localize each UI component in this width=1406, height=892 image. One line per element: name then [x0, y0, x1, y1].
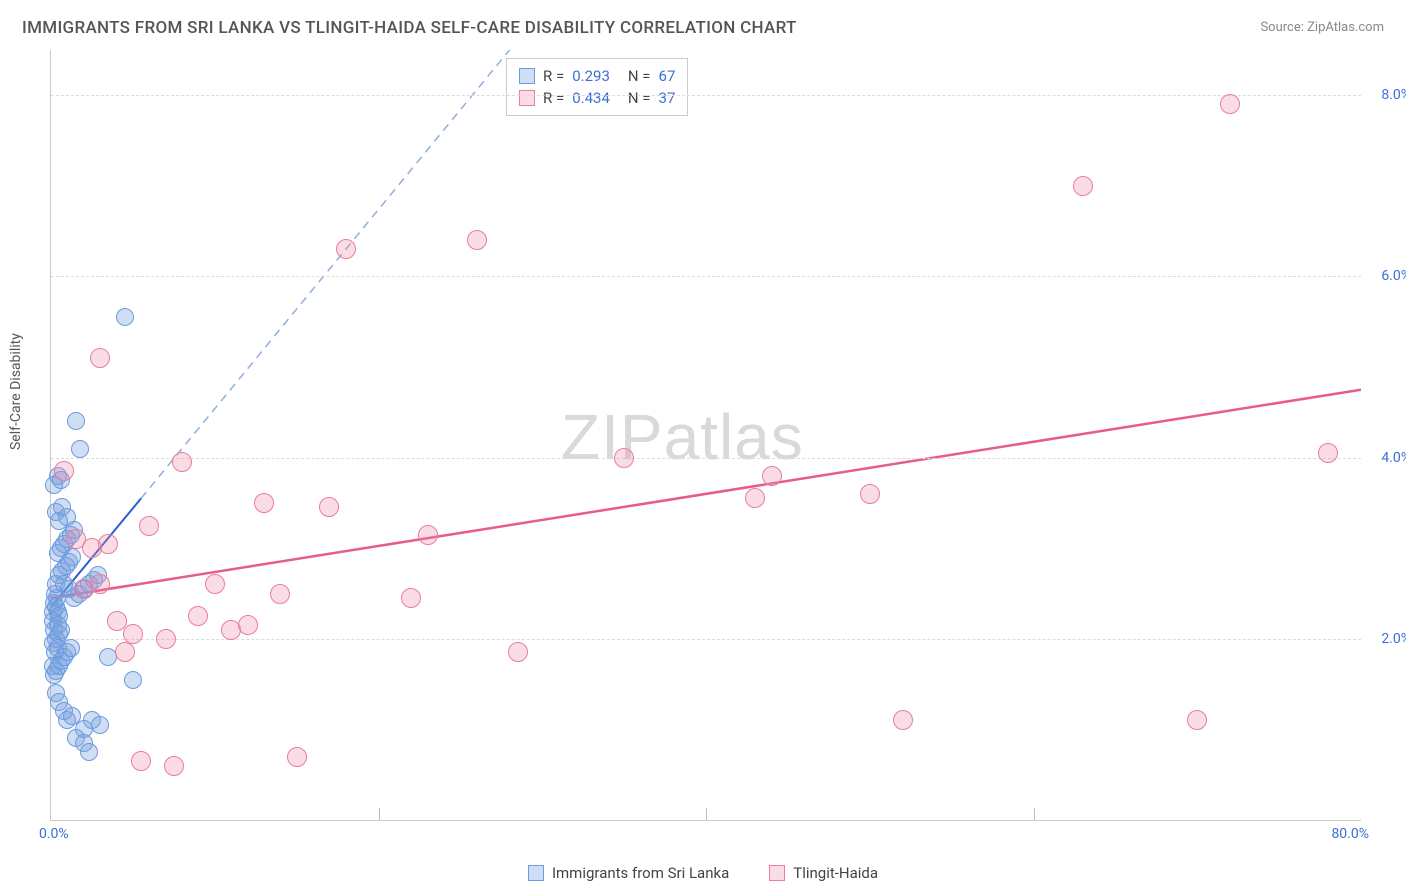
data-point	[319, 497, 339, 517]
correlation-legend-row: R = 0.293 N = 67	[519, 65, 675, 87]
legend-n-label: N =	[628, 89, 651, 107]
data-point	[164, 756, 184, 776]
legend-r-value: 0.434	[572, 89, 610, 107]
data-point	[123, 624, 143, 644]
data-point	[188, 606, 208, 626]
data-point	[71, 440, 89, 458]
legend-r-label: R =	[543, 89, 564, 107]
data-point	[508, 642, 528, 662]
data-point	[139, 516, 159, 536]
legend-item-sri-lanka: Immigrants from Sri Lanka	[528, 864, 729, 882]
data-point	[91, 716, 109, 734]
legend-swatch-icon	[519, 68, 535, 84]
data-point	[1073, 176, 1093, 196]
y-tick-label: 2.0%	[1366, 631, 1406, 647]
legend-n-value: 37	[659, 89, 676, 107]
data-point	[107, 611, 127, 631]
gridline-h	[51, 276, 1361, 277]
data-point	[54, 461, 74, 481]
data-point	[131, 751, 151, 771]
data-point	[80, 743, 98, 761]
gridline-v	[1034, 808, 1035, 820]
gridline-v	[706, 808, 707, 820]
trend-lines-layer	[51, 50, 1361, 820]
data-point	[1220, 94, 1240, 114]
y-tick-label: 6.0%	[1366, 268, 1406, 284]
data-point	[58, 508, 76, 526]
data-point	[90, 348, 110, 368]
source-value: ZipAtlas.com	[1307, 20, 1384, 35]
watermark-light: atlas	[664, 401, 804, 473]
data-point	[270, 584, 290, 604]
data-point	[238, 615, 258, 635]
correlation-legend: R = 0.293 N = 67 R = 0.434 N = 37	[506, 58, 688, 116]
gridline-h	[51, 639, 1361, 640]
legend-n-value: 67	[659, 67, 676, 85]
watermark: ZIPatlas	[561, 400, 804, 474]
data-point	[745, 488, 765, 508]
data-point	[90, 574, 110, 594]
legend-label: Immigrants from Sri Lanka	[552, 864, 729, 882]
data-point	[418, 525, 438, 545]
legend-swatch-icon	[528, 865, 544, 881]
data-point	[62, 639, 80, 657]
legend-label: Tlingit-Haida	[793, 864, 878, 882]
y-tick-label: 8.0%	[1366, 87, 1406, 103]
x-tick-min: 0.0%	[39, 826, 69, 842]
chart-title: IMMIGRANTS FROM SRI LANKA VS TLINGIT-HAI…	[22, 18, 797, 38]
data-point	[614, 448, 634, 468]
gridline-h	[51, 458, 1361, 459]
legend-n-label: N =	[628, 67, 651, 85]
data-point	[98, 534, 118, 554]
data-point	[116, 308, 134, 326]
series-legend: Immigrants from Sri Lanka Tlingit-Haida	[0, 864, 1406, 882]
data-point	[67, 412, 85, 430]
y-tick-label: 4.0%	[1366, 450, 1406, 466]
correlation-legend-row: R = 0.434 N = 37	[519, 87, 675, 109]
data-point	[401, 588, 421, 608]
data-point	[156, 629, 176, 649]
data-point	[205, 574, 225, 594]
legend-swatch-icon	[519, 90, 535, 106]
data-point	[124, 671, 142, 689]
trend-line	[141, 50, 509, 498]
legend-item-tlingit-haida: Tlingit-Haida	[769, 864, 878, 882]
x-tick-max: 80.0%	[1331, 826, 1369, 842]
data-point	[860, 484, 880, 504]
data-point	[336, 239, 356, 259]
source-attribution: Source: ZipAtlas.com	[1260, 20, 1384, 35]
data-point	[1318, 443, 1338, 463]
data-point	[287, 747, 307, 767]
data-point	[172, 452, 192, 472]
trend-line	[51, 390, 1361, 598]
watermark-bold: ZIP	[561, 401, 664, 473]
source-label: Source:	[1260, 20, 1303, 35]
data-point	[467, 230, 487, 250]
legend-r-label: R =	[543, 67, 564, 85]
legend-swatch-icon	[769, 865, 785, 881]
gridline-v	[379, 808, 380, 820]
scatter-plot-area: ZIPatlas 0.0% 80.0% R =0.293N =67R =0.43…	[50, 50, 1361, 821]
gridline-h	[51, 95, 1361, 96]
y-axis-label: Self-Care Disability	[8, 333, 24, 450]
data-point	[1187, 710, 1207, 730]
legend-r-value: 0.293	[572, 67, 610, 85]
data-point	[893, 710, 913, 730]
data-point	[115, 642, 135, 662]
data-point	[254, 493, 274, 513]
data-point	[762, 466, 782, 486]
